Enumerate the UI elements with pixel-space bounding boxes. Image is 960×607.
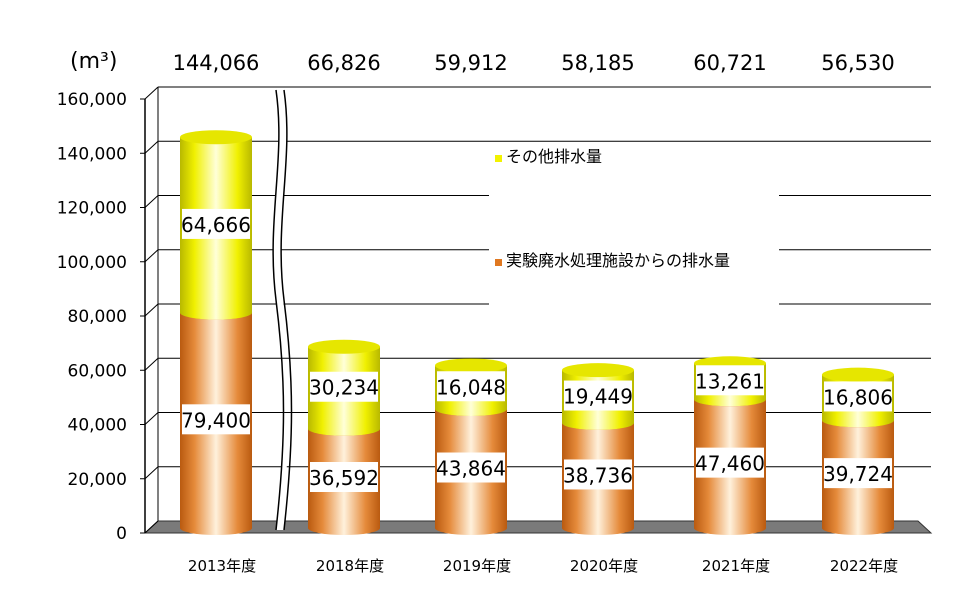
y-axis: 0 20,000 40,000 60,000 80,000 100,000 120,000 1…: [57, 90, 145, 544]
svg-text:47,460: 47,460: [695, 452, 765, 476]
y-tick-label: 160,000: [57, 90, 127, 110]
legend-box: [489, 145, 779, 305]
total-label: 59,912: [434, 51, 507, 75]
data-label-other: 16,048: [436, 371, 506, 402]
gridline-diagonal: [144, 249, 159, 263]
gridline-diagonal: [144, 466, 159, 480]
data-label-wastewater: 43,864: [436, 452, 506, 483]
x-axis: 2013年度 2018年度 2019年度 2020年度 2021年度 2022年度: [188, 557, 898, 575]
axis-break-line: [272, 89, 285, 531]
gridline-diagonal: [144, 303, 159, 317]
total-label: 60,721: [693, 51, 766, 75]
gridline-diagonal: [144, 357, 159, 371]
svg-text:79,400: 79,400: [181, 408, 251, 432]
y-tick-label: 40,000: [68, 416, 127, 436]
y-tick-label: 100,000: [57, 253, 127, 273]
data-label-wastewater: 79,400: [181, 404, 251, 435]
svg-text:16,806: 16,806: [823, 385, 893, 409]
floor: [143, 520, 933, 534]
data-label-wastewater: 36,592: [309, 462, 379, 492]
svg-text:43,864: 43,864: [436, 457, 506, 481]
svg-text:36,592: 36,592: [309, 466, 379, 490]
x-tick-label: 2022年度: [830, 557, 898, 575]
axis-break-fill: [273, 90, 287, 530]
svg-text:13,261: 13,261: [695, 369, 765, 393]
y-tick-label: 0: [116, 524, 127, 544]
svg-text:39,724: 39,724: [823, 462, 893, 486]
data-label-other: 30,234: [309, 371, 379, 402]
total-label: 66,826: [307, 51, 380, 75]
y-tick-label: 80,000: [68, 307, 127, 327]
axis-break: [272, 89, 293, 531]
svg-text:その他排水量: その他排水量: [506, 147, 602, 166]
data-label-other: 64,666: [181, 208, 251, 239]
data-label-other: 16,806: [823, 381, 893, 412]
data-label-other: 19,449: [563, 380, 633, 411]
x-tick-label: 2021年度: [702, 557, 770, 575]
total-label: 144,066: [173, 51, 260, 75]
x-tick-label: 2013年度: [188, 557, 256, 575]
totals: 144,066 66,826 59,912 58,185 60,721 56,530: [173, 51, 895, 75]
data-label-wastewater: 38,736: [563, 459, 633, 490]
unit-label: (m³): [70, 49, 117, 74]
gridline-diagonal: [144, 140, 159, 154]
data-label-other: 13,261: [695, 365, 765, 396]
svg-text:38,736: 38,736: [563, 463, 633, 487]
svg-text:64,666: 64,666: [181, 213, 251, 237]
svg-text:実験廃水処理施設からの排水量: 実験廃水処理施設からの排水量: [506, 251, 730, 270]
y-tick-label: 140,000: [57, 144, 127, 164]
gridline-diagonal: [144, 520, 159, 534]
data-label-wastewater: 39,724: [823, 458, 893, 489]
axis-break-line: [280, 89, 293, 531]
data-labels: 79,400 64,666 36,592 30,234 43,864 16,048 38,7…: [181, 208, 893, 492]
gridline-diagonal: [144, 86, 159, 100]
y-tick-label: 20,000: [68, 470, 127, 490]
y-tick-label: 60,000: [68, 361, 127, 381]
gridline-diagonal: [144, 195, 159, 208]
x-tick-label: 2019年度: [443, 557, 511, 575]
total-label: 58,185: [561, 51, 634, 75]
legend-item-wastewater: 実験廃水処理施設からの排水量: [495, 251, 730, 270]
y-tick-label: 120,000: [57, 199, 127, 219]
x-tick-label: 2018年度: [316, 557, 384, 575]
total-label: 56,530: [821, 51, 894, 75]
data-label-wastewater: 47,460: [695, 447, 765, 478]
legend-item-other: その他排水量: [495, 147, 602, 166]
svg-text:19,449: 19,449: [563, 385, 633, 409]
svg-text:16,048: 16,048: [436, 375, 506, 399]
x-tick-label: 2020年度: [570, 557, 638, 575]
svg-text:30,234: 30,234: [309, 376, 379, 400]
gridline-diagonal: [144, 412, 159, 425]
